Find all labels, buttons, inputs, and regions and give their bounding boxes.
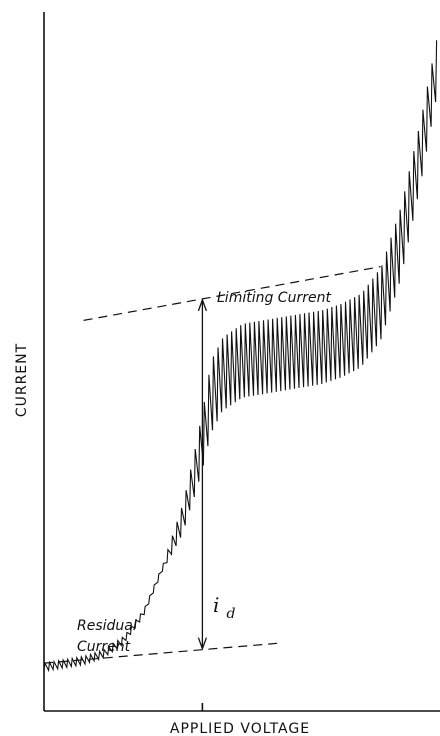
y-axis-label: CURRENT: [14, 343, 30, 417]
current-curve: [43, 40, 438, 673]
residual-current-dashed-line: [43, 642, 282, 664]
extrapolation-lines: [43, 266, 381, 664]
residual-current-label-line2: Current: [77, 639, 131, 655]
arrow-head-up: [197, 297, 208, 312]
diffusion-current-arrow: [197, 297, 208, 651]
limiting-current-label: Limiting Current: [217, 290, 331, 306]
diffusion-current-symbol: i: [213, 593, 219, 617]
arrow-head-down: [197, 637, 208, 651]
diffusion-current-label: i d: [213, 593, 236, 622]
limiting-current-dashed-line: [83, 266, 381, 321]
residual-current-label-line1: Residual: [77, 618, 137, 634]
x-axis-label: APPLIED VOLTAGE: [170, 721, 310, 736]
current-series: [43, 40, 438, 673]
diffusion-current-subscript: d: [227, 606, 236, 622]
